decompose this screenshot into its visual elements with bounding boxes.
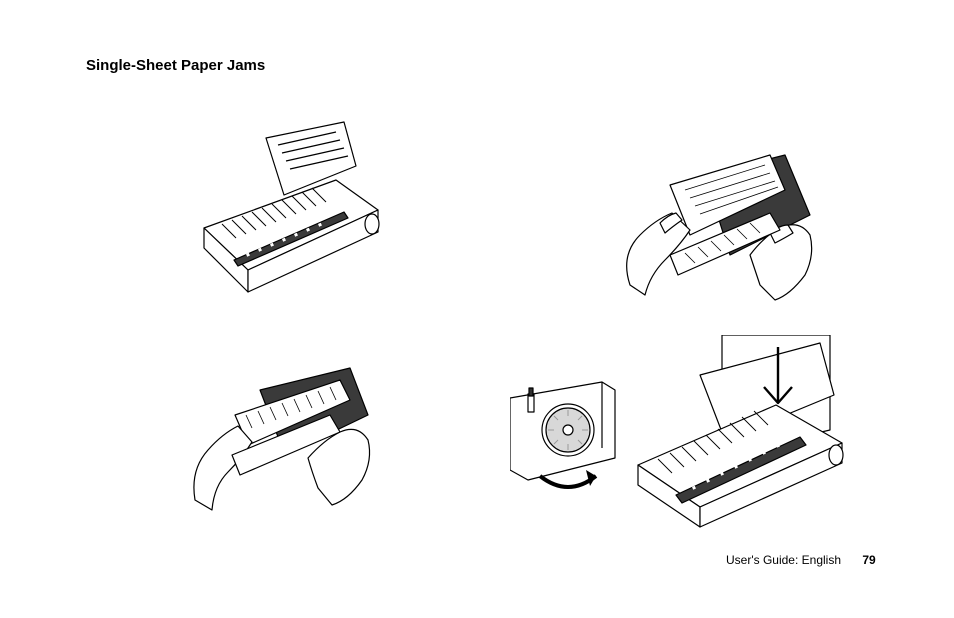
illustration-platen-knob bbox=[510, 380, 620, 505]
page-footer: User's Guide: English 79 bbox=[726, 553, 876, 567]
illustration-printer-open bbox=[186, 120, 386, 300]
footer-page-number: 79 bbox=[862, 553, 875, 567]
illustration-remove-cover bbox=[610, 135, 820, 315]
illustration-feed-sheet bbox=[630, 335, 855, 530]
section-heading: Single-Sheet Paper Jams bbox=[86, 57, 265, 74]
footer-guide-label: User's Guide: English bbox=[726, 553, 841, 567]
document-page: Single-Sheet Paper Jams bbox=[0, 0, 954, 618]
illustration-remove-roller bbox=[190, 360, 375, 530]
